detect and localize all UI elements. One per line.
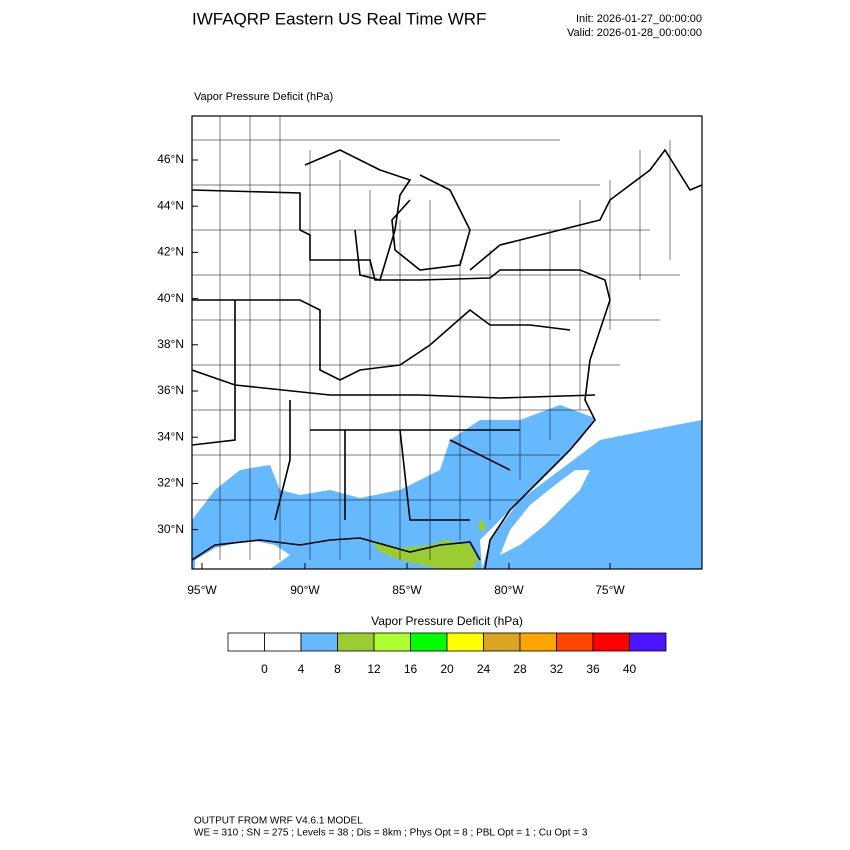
color-box bbox=[556, 632, 594, 652]
colorbar-label: 4 bbox=[298, 662, 305, 676]
color-box bbox=[629, 632, 667, 652]
footer-line: WE = 310 ; SN = 275 ; Levels = 38 ; Dis … bbox=[194, 828, 588, 839]
color-box bbox=[227, 632, 265, 652]
lat-label: 44°N bbox=[157, 198, 184, 212]
lat-label: 46°N bbox=[157, 152, 184, 166]
lat-label: 32°N bbox=[157, 476, 184, 490]
colorbar-label: 24 bbox=[477, 662, 491, 676]
footer-line: OUTPUT FROM WRF V4.6.1 MODEL bbox=[194, 816, 363, 827]
colorbar-label: 12 bbox=[367, 662, 381, 676]
color-box bbox=[483, 632, 521, 652]
lon-label: 75°W bbox=[595, 583, 625, 597]
color-box bbox=[446, 632, 484, 652]
color-box bbox=[300, 632, 338, 652]
color-box bbox=[264, 632, 302, 652]
lon-label: 80°W bbox=[494, 583, 524, 597]
map bbox=[191, 115, 703, 570]
colorbar-label: 16 bbox=[404, 662, 418, 676]
lon-label: 90°W bbox=[290, 583, 320, 597]
lat-label: 30°N bbox=[157, 522, 184, 536]
colorbar-label: 20 bbox=[440, 662, 454, 676]
valid-time: Valid: 2026-01-28_00:00:00 bbox=[567, 27, 702, 39]
lon-label: 85°W bbox=[392, 583, 422, 597]
lon-label: 95°W bbox=[187, 583, 217, 597]
color-box bbox=[592, 632, 630, 652]
colorbar-label: 40 bbox=[623, 662, 637, 676]
init-time: Init: 2026-01-27_00:00:00 bbox=[576, 13, 702, 25]
lat-label: 36°N bbox=[157, 383, 184, 397]
colorbar-label: 36 bbox=[586, 662, 600, 676]
lon-labels: 95°W 90°W 85°W 80°W 75°W bbox=[187, 563, 625, 597]
color-box bbox=[337, 632, 375, 652]
colorbar: 0 4 8 12 16 20 24 28 32 36 40 bbox=[227, 632, 667, 676]
colorbar-title: Vapor Pressure Deficit (hPa) bbox=[371, 614, 523, 628]
color-box bbox=[519, 632, 557, 652]
lat-label: 38°N bbox=[157, 337, 184, 351]
colorbar-label: 28 bbox=[513, 662, 527, 676]
title: IWFAQRP Eastern US Real Time WRF bbox=[192, 9, 486, 28]
colorbar-label: 8 bbox=[334, 662, 341, 676]
color-box bbox=[410, 632, 448, 652]
lat-label: 34°N bbox=[157, 429, 184, 443]
colorbar-label: 32 bbox=[550, 662, 564, 676]
map-label: Vapor Pressure Deficit (hPa) bbox=[194, 91, 333, 103]
lat-label: 40°N bbox=[157, 291, 184, 305]
lat-labels: 46°N 44°N 42°N 40°N 38°N 36°N 34°N 32°N 30°N bbox=[157, 152, 198, 536]
color-box bbox=[373, 632, 411, 652]
lat-label: 42°N bbox=[157, 245, 184, 259]
colorbar-label: 0 bbox=[261, 662, 268, 676]
